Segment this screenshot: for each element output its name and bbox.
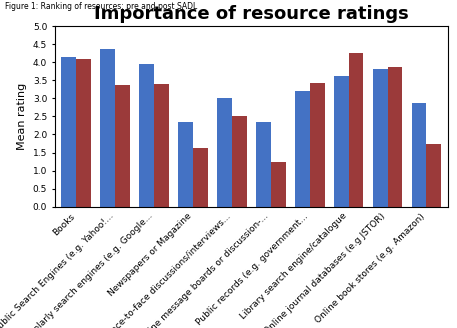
Bar xyxy=(310,83,324,207)
Bar xyxy=(154,84,169,207)
Bar xyxy=(61,57,76,207)
Bar xyxy=(388,67,402,207)
Bar xyxy=(271,162,286,207)
Bar xyxy=(217,98,232,207)
Bar xyxy=(115,85,130,207)
Bar xyxy=(426,144,441,207)
Bar xyxy=(256,122,271,207)
Bar xyxy=(178,122,193,207)
Bar xyxy=(139,64,154,207)
Bar xyxy=(373,69,388,207)
Text: Figure 1: Ranking of resources: pre and post SADL: Figure 1: Ranking of resources: pre and … xyxy=(5,2,197,10)
Y-axis label: Mean rating: Mean rating xyxy=(17,83,27,150)
Bar xyxy=(232,116,247,207)
Bar xyxy=(349,53,363,207)
Bar xyxy=(412,103,426,207)
Bar xyxy=(193,148,208,207)
Title: Importance of resource ratings: Importance of resource ratings xyxy=(94,5,409,23)
Bar xyxy=(295,91,310,207)
Bar xyxy=(76,59,91,207)
Bar xyxy=(334,76,349,207)
Bar xyxy=(101,49,115,207)
